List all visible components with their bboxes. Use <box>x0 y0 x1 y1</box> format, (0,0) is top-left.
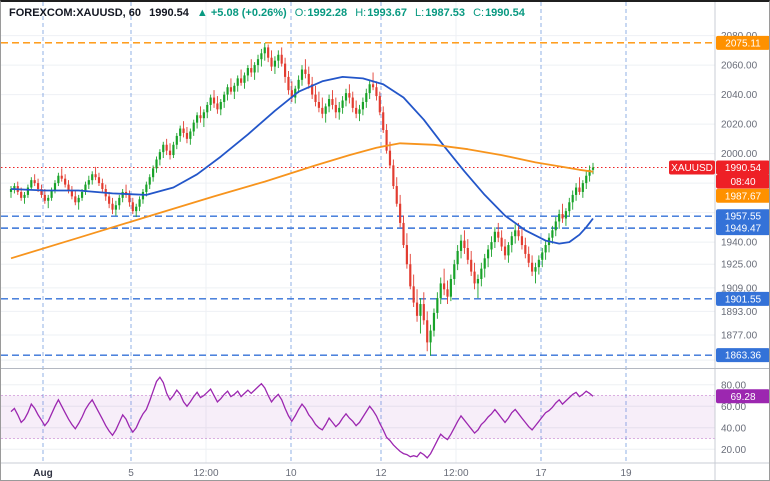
time-label: 12:00 <box>193 468 218 479</box>
rsi-line <box>10 376 594 459</box>
price-tick-label: 2040.00 <box>721 90 758 101</box>
level-lines <box>1 42 715 356</box>
legend-open-label: O: <box>294 7 307 19</box>
candlestick-series <box>9 42 595 356</box>
time-axis[interactable] <box>1 463 770 481</box>
price-tick-label: 1893.00 <box>721 307 758 318</box>
legend-close-label: C: <box>473 7 485 19</box>
bar-countdown-badge <box>716 174 769 189</box>
time-label: 12:00 <box>443 468 468 479</box>
ma-slow-line <box>10 142 594 260</box>
rsi-tick-label: 40.00 <box>721 423 746 434</box>
svg-text:XAUUSD: XAUUSD <box>671 163 713 174</box>
legend-close-value: 1990.54 <box>485 7 525 19</box>
price-tick-label: 2060.00 <box>721 61 758 72</box>
svg-text:69.28: 69.28 <box>730 392 755 403</box>
price-tick-label: 1940.00 <box>721 238 758 249</box>
gridlines <box>1 2 715 463</box>
legend-high-label: H: <box>355 7 367 19</box>
time-label: 10 <box>285 468 297 479</box>
time-label: 19 <box>620 468 632 479</box>
svg-text:1949.47: 1949.47 <box>725 224 762 235</box>
rsi-tick-label: 80.00 <box>721 380 746 391</box>
legend-last-price: 1990.54 <box>149 7 189 19</box>
level-badge-1901 <box>716 291 769 306</box>
legend-change: ▲ +5.08 (+0.26%) <box>196 7 287 19</box>
time-label: 17 <box>535 468 547 479</box>
price-tick-label: 2020.00 <box>721 120 758 131</box>
legend-open-value: 1992.28 <box>307 7 348 19</box>
svg-text:1957.55: 1957.55 <box>725 212 762 223</box>
symbol-flag <box>669 160 715 175</box>
rsi-pane <box>1 376 715 459</box>
time-label: Aug <box>33 468 52 479</box>
svg-text:1901.55: 1901.55 <box>725 294 762 305</box>
ma-slow-badge <box>716 188 769 203</box>
ma-fast-line <box>10 76 594 245</box>
rsi-tick-label: 60.00 <box>721 402 746 413</box>
rsi-tick-label: 20.00 <box>721 445 746 456</box>
time-label: 5 <box>128 468 134 479</box>
rsi-value-badge <box>716 389 769 404</box>
legend-symbol[interactable]: FOREXCOM:XAUUSD, 60 <box>9 7 142 19</box>
level-badge-1949 <box>716 221 769 236</box>
svg-text:1987.67: 1987.67 <box>725 191 762 202</box>
time-label: 12 <box>375 468 387 479</box>
level-badge-2075 <box>716 35 769 50</box>
svg-text:08:40: 08:40 <box>730 177 755 188</box>
legend-low-label: L: <box>415 7 425 19</box>
last-price-badge <box>716 160 769 175</box>
svg-text:1863.36: 1863.36 <box>725 351 762 362</box>
level-badge-1863 <box>716 348 769 363</box>
moving-averages <box>10 76 594 260</box>
svg-text:1990.54: 1990.54 <box>725 163 762 174</box>
price-tick-label: 1877.00 <box>721 331 758 342</box>
legend-high-value: 1993.67 <box>367 7 407 19</box>
svg-text:2075.11: 2075.11 <box>725 38 761 49</box>
rsi-band <box>1 395 715 439</box>
price-tick-label: 1909.00 <box>721 283 758 294</box>
level-badge-1957 <box>716 209 769 224</box>
price-tick-label: 2000.00 <box>721 149 758 160</box>
legend-low-value: 1987.53 <box>425 7 465 19</box>
chart-legend: FOREXCOM:XAUUSD, 60 1990.54 ▲ +5.08 (+0.… <box>9 6 530 20</box>
price-tick-label: 1925.00 <box>721 260 758 271</box>
